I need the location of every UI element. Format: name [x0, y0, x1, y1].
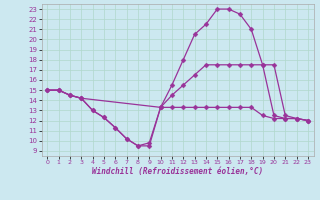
X-axis label: Windchill (Refroidissement éolien,°C): Windchill (Refroidissement éolien,°C) — [92, 167, 263, 176]
